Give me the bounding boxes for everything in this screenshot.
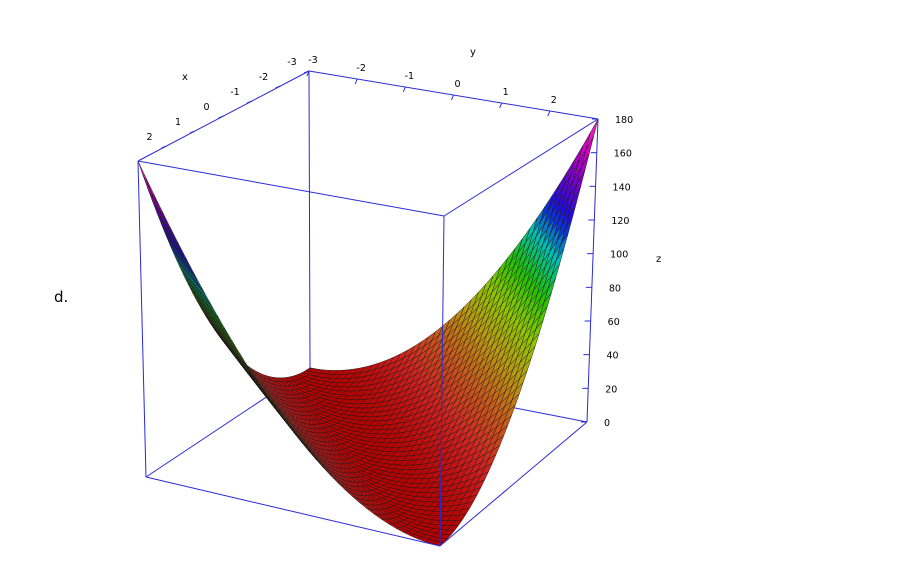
y-tick bbox=[547, 110, 551, 117]
y-tick-label: 2 bbox=[551, 95, 557, 106]
z-tick-label: 160 bbox=[614, 149, 632, 160]
z-tick-label: 100 bbox=[610, 250, 628, 261]
surface-facet bbox=[142, 174, 156, 204]
y-tick bbox=[306, 70, 310, 77]
z-tick-label: 140 bbox=[613, 182, 631, 193]
x-tick bbox=[189, 130, 196, 134]
panel-label: d. bbox=[54, 288, 69, 306]
y-tick-label: -3 bbox=[308, 55, 317, 66]
z-tick-label: 60 bbox=[608, 317, 620, 328]
x-tick-label: 1 bbox=[175, 117, 181, 128]
x-tick bbox=[246, 100, 253, 104]
surface-mesh bbox=[137, 118, 599, 547]
x-tick-label: 0 bbox=[203, 102, 209, 113]
x-tick-label: 2 bbox=[146, 132, 152, 143]
x-tick bbox=[303, 70, 310, 74]
z-tick-label: 0 bbox=[604, 418, 610, 429]
x-tick-label: -3 bbox=[287, 57, 296, 68]
x-tick bbox=[275, 85, 281, 89]
x-axis-label: x bbox=[182, 72, 188, 83]
z-tick-label: 180 bbox=[615, 115, 633, 126]
box-edge bbox=[439, 215, 445, 547]
z-tick-label: 20 bbox=[605, 384, 617, 395]
box-edge bbox=[137, 160, 147, 478]
box-edge bbox=[308, 70, 311, 369]
y-tick-label: -1 bbox=[405, 71, 414, 82]
y-tick-label: -2 bbox=[356, 63, 365, 74]
y-tick-label: 0 bbox=[454, 79, 460, 90]
y-tick bbox=[451, 94, 454, 101]
surface-facet bbox=[145, 177, 159, 208]
box-edge bbox=[439, 421, 588, 547]
x-tick bbox=[218, 115, 224, 119]
z-tick-label: 120 bbox=[611, 216, 629, 227]
y-axis-label: y bbox=[470, 47, 476, 58]
y-tick bbox=[402, 86, 406, 93]
surface-facet bbox=[585, 118, 599, 150]
z-tick-label: 40 bbox=[606, 351, 618, 362]
surface-facet bbox=[137, 160, 151, 192]
box-edge bbox=[586, 118, 599, 423]
y-tick-label: 1 bbox=[503, 87, 509, 98]
y-tick bbox=[499, 102, 503, 109]
z-tick-label: 80 bbox=[609, 283, 621, 294]
axis-ticks: -3-2-1012-3-2-10120204060801001201401601… bbox=[146, 55, 633, 429]
box-edge bbox=[145, 476, 441, 547]
y-tick bbox=[354, 78, 358, 85]
box-edge bbox=[137, 160, 445, 217]
z-axis-label: z bbox=[656, 254, 661, 265]
box-edge bbox=[443, 118, 599, 217]
x-tick-label: -2 bbox=[259, 72, 268, 83]
x-tick-label: -1 bbox=[230, 87, 239, 98]
x-tick bbox=[161, 145, 167, 149]
